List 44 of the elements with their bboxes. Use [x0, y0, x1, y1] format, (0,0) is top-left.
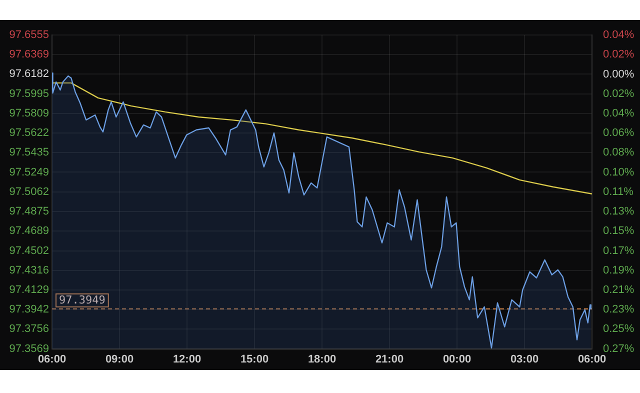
y-tick-label: 97.4502	[9, 244, 49, 257]
y-tick-label: 97.6369	[9, 48, 49, 61]
x-tick-label: 18:00	[308, 353, 336, 366]
x-tick-label: 03:00	[510, 353, 539, 366]
y-tick-label: 97.5809	[9, 107, 49, 120]
y2-tick-label: 0.27%	[603, 342, 634, 355]
y-tick-label: 97.4129	[9, 284, 49, 296]
y-tick-label: 97.6182	[9, 68, 49, 80]
y2-tick-label: 0.23%	[603, 304, 634, 316]
x-tick-label: 15:00	[240, 353, 269, 366]
y-tick-label: 97.5062	[9, 186, 49, 198]
y2-tick-label: 0.08%	[603, 146, 634, 159]
y2-tick-label: 0.04%	[603, 107, 634, 120]
y2-tick-label: 0.10%	[603, 166, 634, 178]
x-tick-label: 00:00	[442, 353, 472, 366]
y-tick-label: 97.5435	[9, 146, 49, 159]
x-tick-label: 06:00	[578, 353, 606, 366]
y-tick-label: 97.5249	[9, 166, 49, 178]
y2-tick-label: 0.15%	[603, 225, 634, 238]
y-tick-label: 97.4316	[9, 264, 49, 276]
y-tick-label: 97.4875	[9, 206, 49, 218]
ref-line-label: 97.3949	[59, 294, 106, 307]
y2-tick-label: 0.04%	[603, 29, 634, 42]
y2-tick-label: 0.19%	[603, 264, 634, 276]
y-tick-label: 97.5622	[9, 127, 49, 140]
y-tick-label: 97.6555	[9, 29, 49, 42]
x-tick-label: 21:00	[375, 353, 404, 366]
y2-tick-label: 0.06%	[603, 127, 634, 140]
y-tick-label: 97.3942	[9, 304, 49, 316]
y2-tick-label: 0.21%	[603, 284, 634, 296]
y2-tick-label: 0.17%	[603, 244, 634, 257]
y2-tick-label: 0.02%	[603, 48, 634, 61]
y2-tick-label: 0.00%	[603, 68, 634, 80]
y2-tick-label: 0.25%	[603, 323, 634, 336]
y-tick-label: 97.3756	[9, 323, 49, 336]
y2-tick-label: 0.13%	[603, 206, 634, 218]
x-tick-label: 06:00	[38, 353, 66, 366]
y-tick-label: 97.3569	[9, 342, 49, 355]
y-tick-label: 97.4689	[9, 225, 49, 238]
x-tick-label: 12:00	[172, 353, 202, 366]
y-tick-label: 97.5995	[9, 88, 49, 100]
x-tick-label: 09:00	[105, 353, 134, 366]
y2-tick-label: 0.11%	[603, 186, 634, 198]
y2-tick-label: 0.02%	[603, 88, 634, 100]
